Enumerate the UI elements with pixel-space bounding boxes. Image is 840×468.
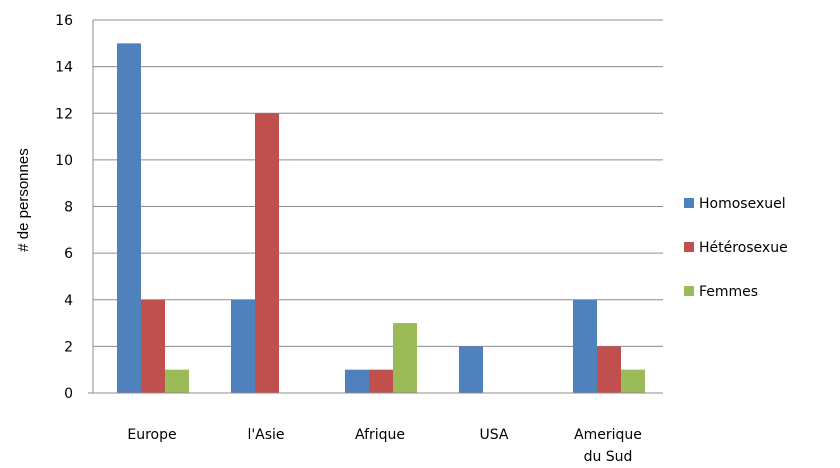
y-tick-label: 2 [64,339,73,355]
x-category-label: Europe [127,427,176,443]
bar-femmes [621,369,645,393]
y-tick-label: 10 [55,153,73,169]
bar-homosexuel [117,43,141,393]
x-category-label: l'Asie [247,427,284,443]
bar-femmes [165,369,189,393]
legend-label: Homosexuel [699,196,786,212]
y-tick-label: 6 [64,246,73,262]
x-category-label: USA [480,427,509,443]
legend: Homosexuel Hétérosexue Femmes [684,196,788,300]
bar-homosexuel [573,299,597,393]
y-tick-label: 12 [55,106,73,122]
gridlines [93,19,663,347]
x-category-label: Afrique [355,427,405,443]
bar-h-t-rosexue [369,369,393,393]
x-axis-categories: Europe l'Asie Afrique USA Amerique du Sud [127,427,642,465]
axes [88,20,663,394]
bars [117,43,645,393]
y-tick-label: 14 [55,60,73,76]
legend-swatch [684,286,694,296]
y-axis-ticks: 0 2 4 6 8 10 12 14 16 [55,13,73,402]
bar-femmes [393,323,417,393]
legend-label: Hétérosexue [699,240,788,256]
legend-swatch [684,242,694,252]
x-category-label: Amerique [574,427,642,443]
y-axis-title: # de personnes [15,148,32,251]
bar-h-t-rosexue [255,113,279,393]
bar-h-t-rosexue [597,346,621,393]
bar-homosexuel [231,299,255,393]
y-tick-label: 16 [55,13,73,29]
y-tick-label: 8 [64,200,73,216]
legend-swatch [684,198,694,208]
y-tick-label: 4 [64,293,73,309]
x-category-label: du Sud [584,449,633,465]
bar-homosexuel [459,346,483,393]
bar-homosexuel [345,369,369,393]
y-tick-label: 0 [64,386,73,402]
bar-h-t-rosexue [141,299,165,393]
legend-label: Femmes [699,284,758,300]
